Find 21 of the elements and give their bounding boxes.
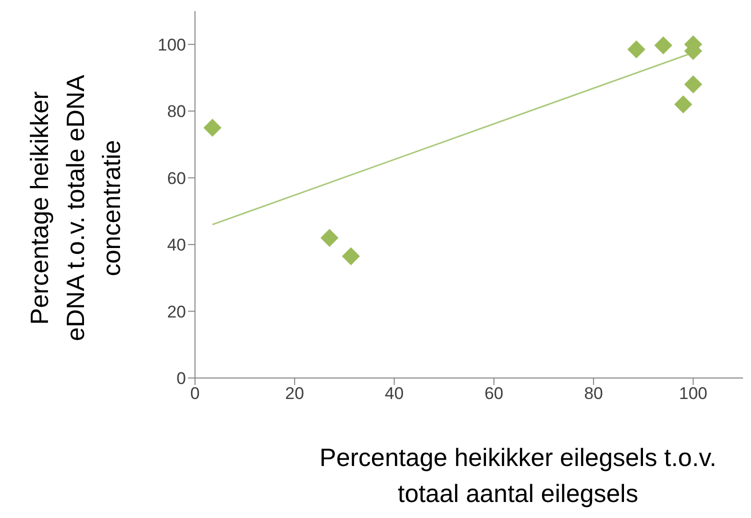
y-tick-label: 20 (167, 302, 186, 322)
y-tick-label: 100 (158, 35, 186, 54)
point (674, 95, 692, 114)
point (342, 247, 360, 266)
point (627, 40, 646, 58)
x-axis-title: Percentage heikikker eilegsels t.o.v. totaal aantal eilegsels (318, 443, 718, 510)
point (654, 36, 672, 54)
x-tick-label: 40 (384, 384, 404, 404)
x-tick-label: 100 (678, 384, 708, 404)
x-tick-label: 80 (584, 384, 604, 404)
point (320, 228, 339, 247)
x-tick-label: 20 (285, 384, 304, 404)
x-tick-label: 0 (190, 384, 200, 404)
y-axis-title: Percentage heikikker eDNA t.o.v. totale eDNA concentratie (25, 74, 127, 344)
point (203, 118, 222, 137)
y-tick-label: 60 (167, 168, 186, 188)
y-tick-label: 80 (167, 102, 186, 122)
y-tick-label: 40 (167, 236, 186, 255)
x-tick-label: 60 (484, 384, 504, 404)
point (684, 75, 702, 94)
y-tick-label: 0 (176, 369, 186, 388)
